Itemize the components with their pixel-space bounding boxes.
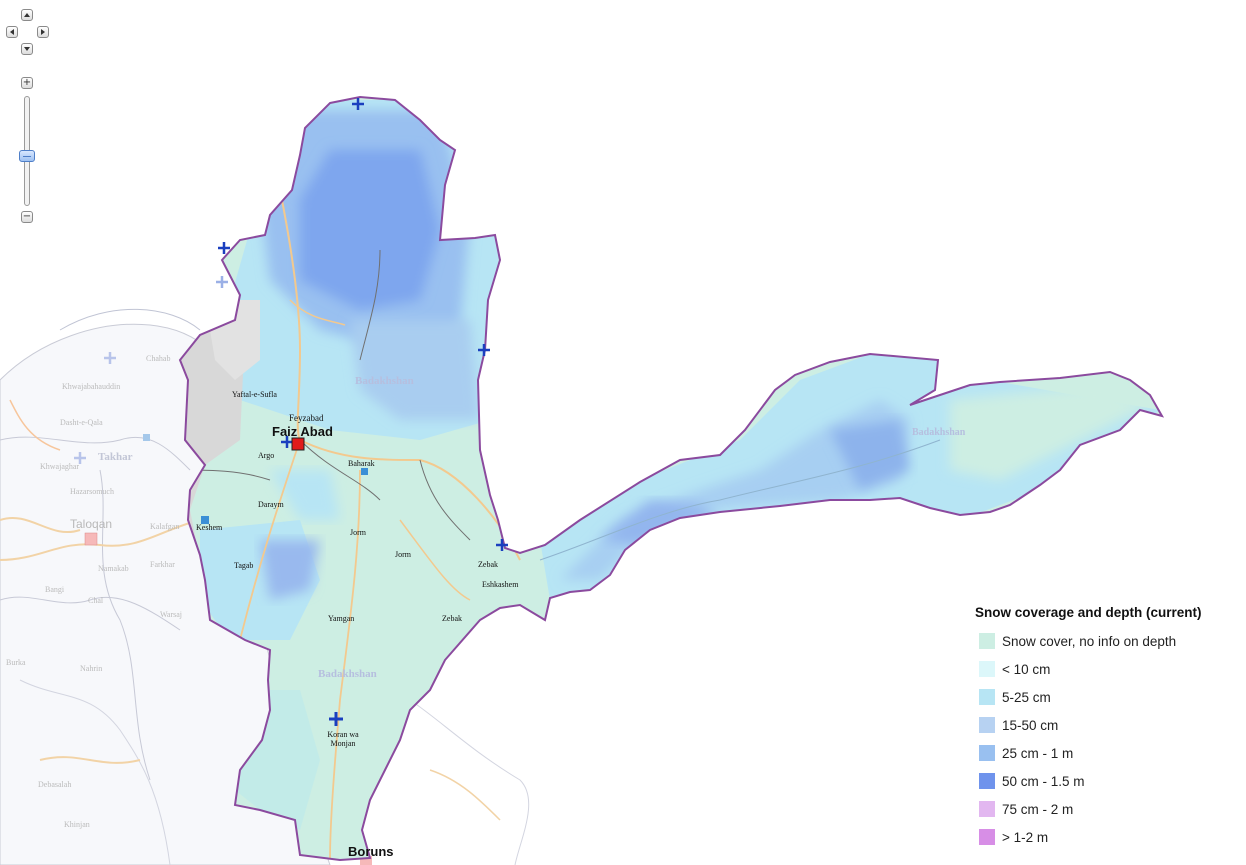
place-label: Chal <box>88 596 104 605</box>
legend-item: > 1-2 m <box>975 823 1240 851</box>
legend-swatch <box>979 745 995 761</box>
place-label: Argo <box>258 451 275 460</box>
legend-item: < 10 cm <box>975 655 1240 683</box>
arrow-up-icon <box>24 13 30 17</box>
place-label: Zebak <box>442 614 462 623</box>
legend-label: > 1-2 m <box>1002 829 1049 845</box>
place-label: Daraym <box>258 500 284 509</box>
place-label: Yamgan <box>328 614 355 623</box>
airport-icon <box>329 712 343 726</box>
legend-item: 25 cm - 1 m <box>975 739 1240 767</box>
place-label: Hazarsomuch <box>70 487 114 496</box>
legend-item: 5-25 cm <box>975 683 1240 711</box>
place-label: Nahrin <box>80 664 103 673</box>
place-label: Feyzabad <box>289 413 324 423</box>
zoom-in-button[interactable]: + <box>21 77 33 89</box>
place-label: Baharak <box>348 459 375 468</box>
legend-item: Snow cover, no info on depth <box>975 627 1240 655</box>
place-label: Warsaj <box>160 610 183 619</box>
legend-item: 50 cm - 1.5 m <box>975 767 1240 795</box>
place-label: Khwajabahauddin <box>62 382 121 391</box>
poi-marker <box>201 516 209 524</box>
place-label: Eshkashem <box>482 580 519 589</box>
minus-icon: − <box>22 211 32 222</box>
place-label: Khinjan <box>64 820 90 829</box>
place-label: Tagab <box>234 561 254 570</box>
place-label: Dasht-e-Qala <box>60 418 103 427</box>
pan-up-button[interactable] <box>21 9 33 21</box>
place-label: Kalafgan <box>150 522 180 531</box>
legend-item: 75 cm - 2 m <box>975 795 1240 823</box>
place-label: Koran wa Monjan <box>327 730 359 748</box>
place-label: Taloqan <box>70 517 113 531</box>
place-label: Farkhar <box>150 560 175 569</box>
airport-icon <box>281 436 293 448</box>
region-label: Badakhshan <box>912 427 966 438</box>
pan-right-button[interactable] <box>37 26 49 38</box>
place-label: Boruns <box>348 844 394 859</box>
legend-swatch <box>979 801 995 817</box>
poi-marker <box>361 468 368 475</box>
place-label: Jorm <box>350 528 366 537</box>
legend-swatch <box>979 689 995 705</box>
place-label: Yaftal-e-Sufla <box>232 390 277 399</box>
place-label: Burka <box>6 658 26 667</box>
pan-left-button[interactable] <box>6 26 18 38</box>
poi-marker <box>143 434 150 441</box>
legend-label: < 10 cm <box>1002 661 1051 677</box>
legend-items: Snow cover, no info on depth < 10 cm 5-2… <box>975 627 1240 851</box>
legend-swatch <box>979 717 995 733</box>
airport-icon <box>74 452 86 464</box>
place-label: Bangi <box>45 585 65 594</box>
legend: Snow coverage and depth (current) Snow c… <box>975 605 1240 851</box>
airport-icon <box>104 352 116 364</box>
capital-label: Faiz Abad <box>272 424 333 439</box>
airport-icon <box>478 344 490 356</box>
legend-title: Snow coverage and depth (current) <box>975 605 1202 620</box>
zoom-slider-thumb[interactable] <box>19 150 35 162</box>
province-boundary <box>178 95 1165 862</box>
airport-markers <box>74 98 508 726</box>
pan-down-button[interactable] <box>21 43 33 55</box>
region-label: Badakhshan <box>318 668 377 680</box>
place-label: Chahab <box>146 354 171 363</box>
region-label: Badakhshan <box>355 375 414 387</box>
legend-label: Snow cover, no info on depth <box>1002 633 1177 649</box>
airport-icon <box>496 539 508 551</box>
region-label: Takhar <box>98 451 133 463</box>
arrow-down-icon <box>24 47 30 51</box>
zoom-out-button[interactable]: − <box>21 211 33 223</box>
capital-marker[interactable] <box>291 437 305 451</box>
place-label: Jorm <box>395 550 411 559</box>
place-label: Khwajaghar <box>40 462 80 471</box>
legend-label: 25 cm - 1 m <box>1002 745 1074 761</box>
place-label: Debasalah <box>38 780 72 789</box>
airport-icon <box>218 242 230 254</box>
place-label: Zebak <box>478 560 498 569</box>
legend-swatch <box>979 829 995 845</box>
legend-label: 15-50 cm <box>1002 717 1059 733</box>
airport-icon <box>352 98 364 110</box>
legend-label: 5-25 cm <box>1002 689 1051 705</box>
legend-item: 15-50 cm <box>975 711 1240 739</box>
arrow-right-icon <box>41 29 45 35</box>
arrow-left-icon <box>10 29 14 35</box>
legend-swatch <box>979 633 995 649</box>
legend-swatch <box>979 661 995 677</box>
airport-icon <box>216 276 228 288</box>
plus-icon: + <box>22 77 32 88</box>
legend-swatch <box>979 773 995 789</box>
place-label: Keshem <box>196 523 223 532</box>
place-label: Namakab <box>98 564 129 573</box>
legend-label: 75 cm - 2 m <box>1002 801 1074 817</box>
legend-label: 50 cm - 1.5 m <box>1002 773 1085 789</box>
